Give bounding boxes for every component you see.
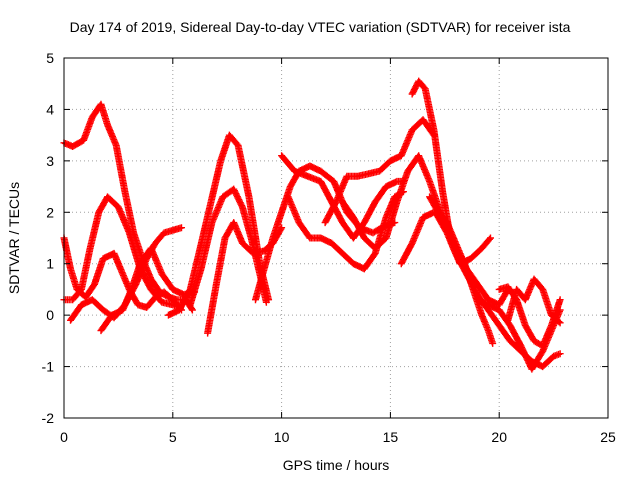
y-tick-label: -1 [42,359,55,375]
plot-area [60,77,564,373]
satellite-track-6 [164,131,273,319]
data-point [556,296,564,304]
x-tick-label: 0 [60,429,68,445]
y-tick-label: 1 [46,256,54,272]
satellite-track-10 [278,152,407,242]
x-tick-label: 25 [600,429,616,445]
data-point [489,339,497,347]
satellite-track-5 [97,244,199,335]
x-tick-label: 10 [274,429,290,445]
data-point [556,350,564,358]
axes: 0 5 10 15 20 25 -2 -1 0 1 2 3 4 5 [42,50,616,445]
satellite-track-17 [434,213,564,371]
data-point [238,202,246,210]
data-point [188,305,196,313]
data-point [178,224,186,232]
y-tick-label: 0 [46,307,54,323]
x-axis-label: GPS time / hours [283,457,390,473]
y-tick-label: 3 [46,153,54,169]
data-point [555,318,563,326]
y-tick-label: -2 [42,410,55,426]
chart-title: Day 174 of 2019, Sidereal Day-to-day VTE… [70,19,571,35]
y-tick-label: 2 [46,204,54,220]
x-tick-label: 5 [169,429,177,445]
data-point [262,298,270,306]
y-tick-label: 5 [46,50,54,66]
plot-frame [63,57,609,419]
satellite-track-20 [504,275,564,327]
satellite-track-8 [186,185,270,309]
data-point [188,306,196,314]
y-tick-label: 4 [46,101,54,117]
data-point [486,234,494,242]
x-tick-label: 20 [491,429,507,445]
x-tick-label: 15 [383,429,399,445]
y-axis-label: SDTVAR / TECUs [6,182,22,294]
data-point [556,319,564,327]
data-point [485,235,493,243]
